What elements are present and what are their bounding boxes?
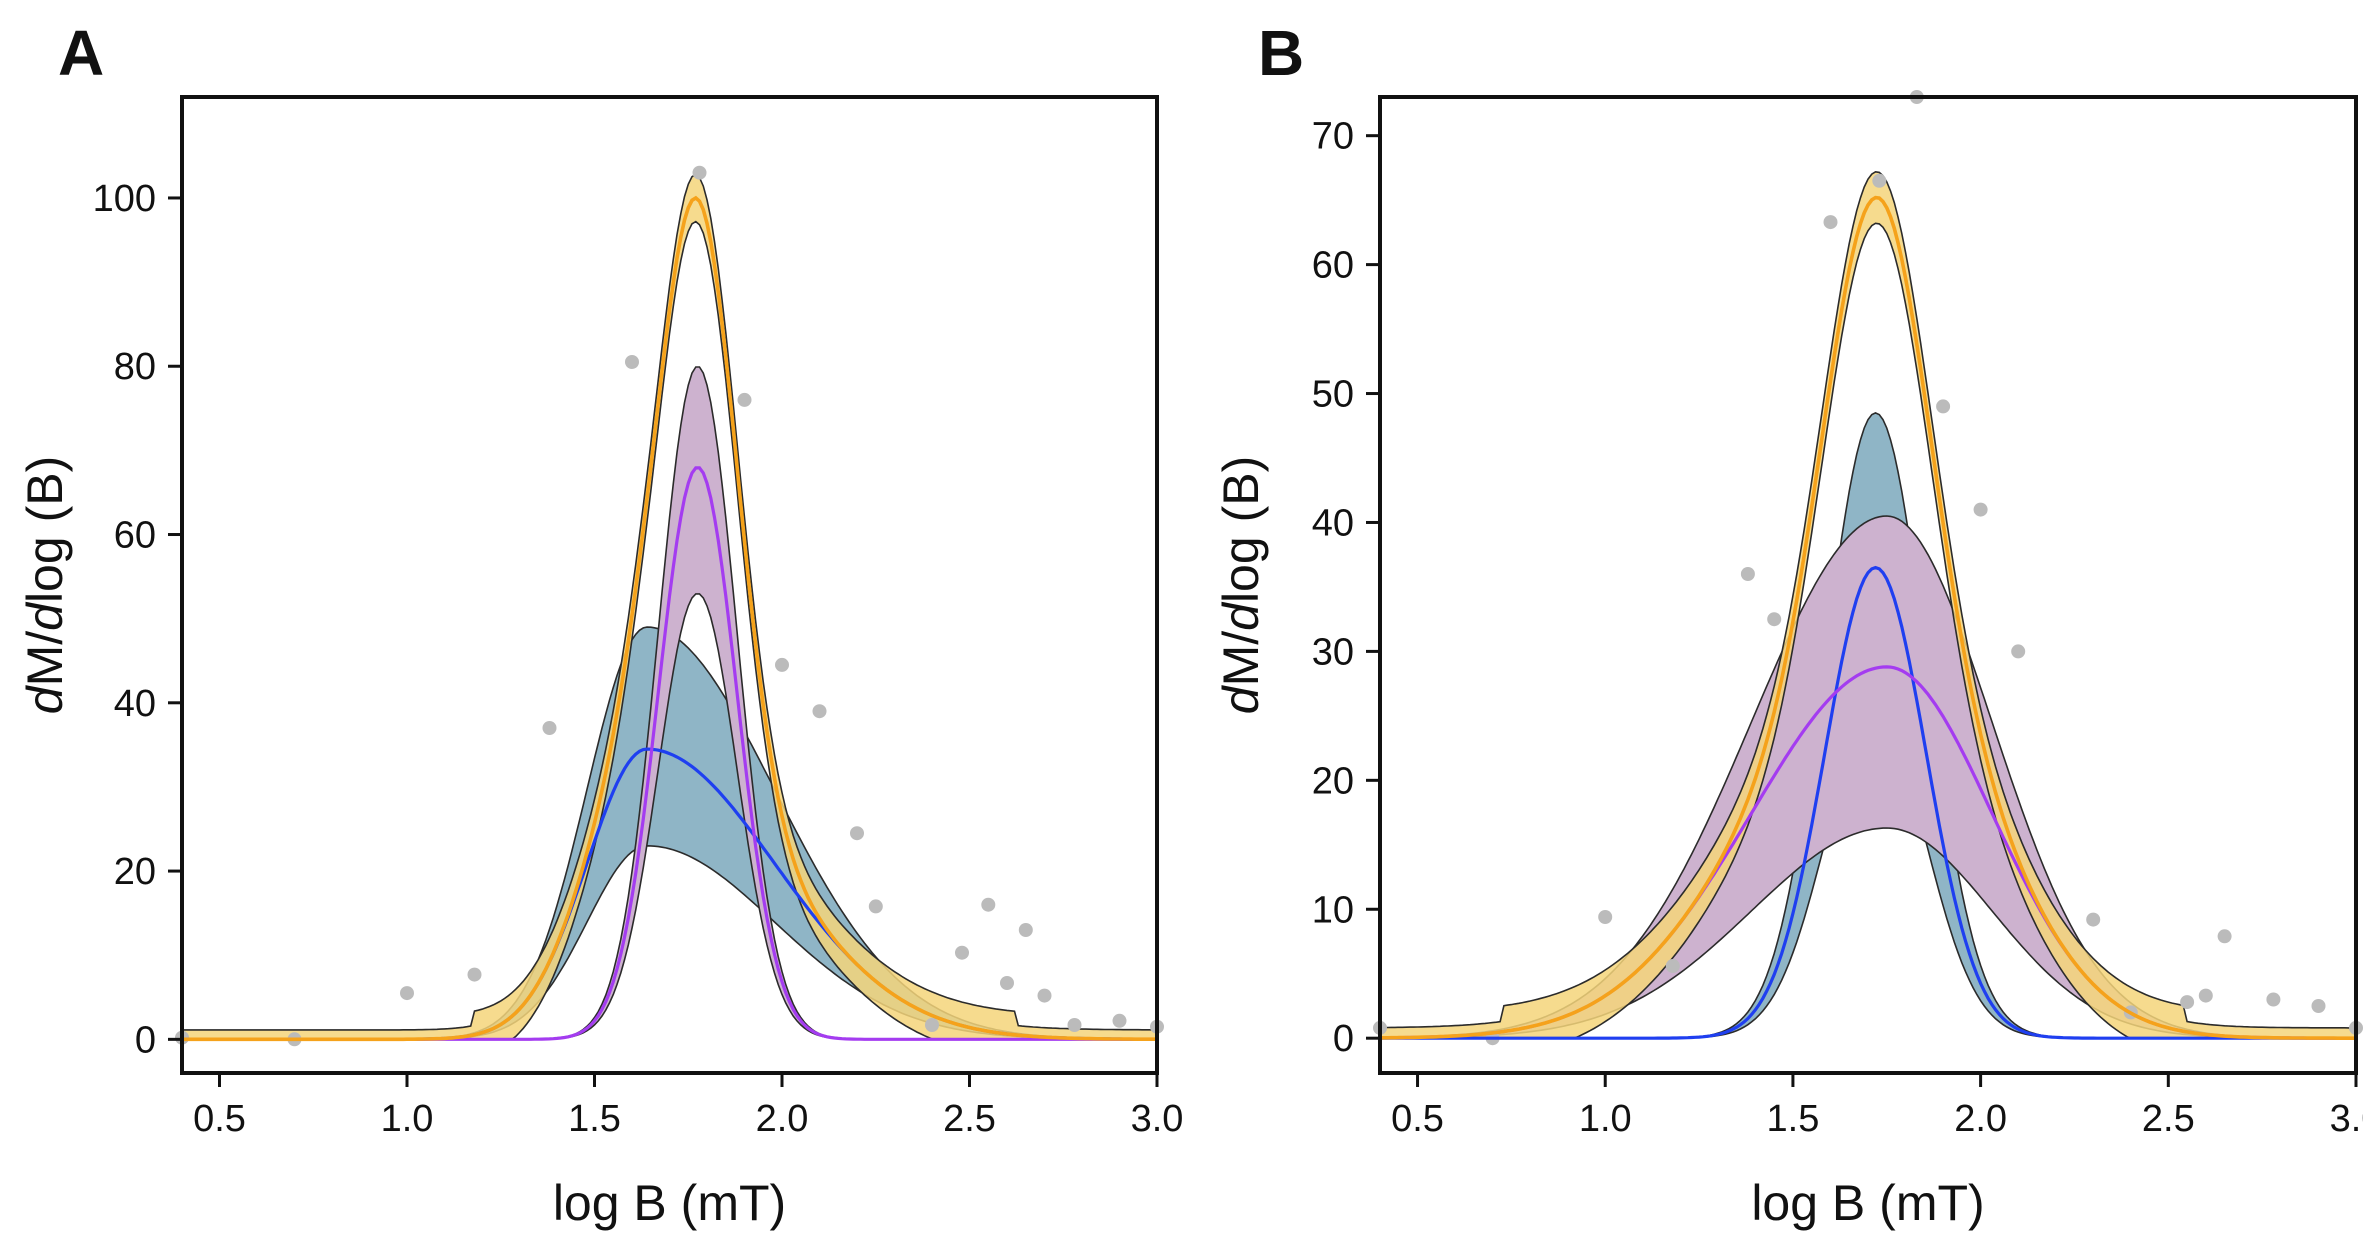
x-tick-label-a-0: 0.5 bbox=[193, 1098, 246, 1140]
data-point-b-7 bbox=[1872, 173, 1887, 188]
data-point-a-2 bbox=[400, 986, 414, 1001]
data-point-b-15 bbox=[2198, 988, 2213, 1003]
data-point-b-6 bbox=[1823, 215, 1838, 230]
data-point-a-7 bbox=[737, 392, 752, 407]
x-tick-label-a-1: 1.0 bbox=[381, 1098, 434, 1140]
y-tick-label-b-5: 50 bbox=[1312, 374, 1354, 416]
axis-ticks-a: 0.5 1.0 1.5 2.0 2.5 3.0 0 20 40 60 80 100 bbox=[93, 178, 1184, 1140]
x-tick-label-b-5: 3.0 bbox=[2330, 1098, 2363, 1140]
data-point-a-15 bbox=[1000, 976, 1014, 990]
data-point-b-9 bbox=[1936, 399, 1951, 414]
y-tick-label-a-1: 20 bbox=[114, 851, 156, 893]
panel-a: A 0.5 1.0 1.5 2.0 2.5 3.0 0 20 40 60 80 100 log B (… bbox=[17, 17, 1183, 1231]
y-tick-label-b-4: 40 bbox=[1312, 502, 1354, 544]
data-point-a-3 bbox=[467, 967, 482, 982]
y-tick-label-a-4: 80 bbox=[114, 346, 156, 388]
data-point-b-17 bbox=[2266, 992, 2281, 1007]
y-axis-title-b-part1: M/ bbox=[1213, 631, 1269, 687]
y-axis-title-b-italic-d2: d bbox=[1213, 601, 1269, 631]
data-point-a-14 bbox=[981, 897, 996, 912]
x-tick-label-b-2: 1.5 bbox=[1767, 1098, 1820, 1140]
x-axis-title-a: log B (mT) bbox=[553, 1175, 786, 1231]
y-tick-label-b-0: 0 bbox=[1333, 1018, 1354, 1060]
plot-frame-a bbox=[180, 95, 1159, 1075]
data-point-a-8 bbox=[775, 657, 789, 672]
x-tick-label-a-5: 3.0 bbox=[1131, 1098, 1184, 1140]
plot-area-a bbox=[175, 165, 1164, 1047]
y-axis-title-b: dM/dlog (B) bbox=[1213, 456, 1269, 714]
data-point-a-18 bbox=[1067, 1018, 1082, 1032]
data-point-b-11 bbox=[2011, 644, 2026, 659]
y-axis-title-a-italic-d2: d bbox=[17, 601, 73, 631]
line-total-b bbox=[1379, 195, 2356, 1040]
x-tick-label-a-3: 2.0 bbox=[756, 1098, 809, 1140]
data-point-a-19 bbox=[1112, 1013, 1127, 1028]
x-tick-label-a-2: 1.5 bbox=[568, 1098, 621, 1140]
band-comp2-b bbox=[1379, 515, 2356, 1039]
data-point-a-13 bbox=[955, 945, 969, 960]
line-comp1-b bbox=[1380, 565, 2356, 1040]
data-point-b-5 bbox=[1767, 612, 1782, 627]
y-axis-title-b-part2: log (B) bbox=[1213, 456, 1269, 603]
y-tick-label-b-3: 30 bbox=[1312, 631, 1354, 673]
panel-b: B 0.5 1.0 1.5 2.0 2.5 3.0 0 10 20 30 40 50 60 70 log … bbox=[1213, 17, 2363, 1231]
data-point-b-4 bbox=[1740, 567, 1755, 581]
y-tick-label-b-6: 60 bbox=[1312, 245, 1354, 287]
plot-area-b bbox=[1373, 90, 2363, 1046]
data-point-a-17 bbox=[1037, 988, 1052, 1003]
y-axis-title-b-italic-d: d bbox=[1213, 684, 1269, 714]
x-tick-label-b-1: 1.0 bbox=[1579, 1098, 1632, 1140]
data-point-a-12 bbox=[925, 1018, 939, 1032]
y-axis-title-a: dM/dlog (B) bbox=[17, 456, 73, 714]
x-tick-label-b-3: 2.0 bbox=[1954, 1098, 2007, 1140]
panel-letter-b: B bbox=[1258, 17, 1304, 89]
data-point-a-5 bbox=[625, 355, 639, 369]
y-tick-label-b-1: 10 bbox=[1312, 889, 1354, 931]
data-point-a-4 bbox=[542, 721, 557, 735]
y-tick-label-b-2: 20 bbox=[1312, 760, 1354, 802]
x-tick-label-b-4: 2.5 bbox=[2142, 1098, 2195, 1140]
y-axis-title-a-part1: M/ bbox=[17, 631, 73, 687]
data-point-a-11 bbox=[868, 899, 883, 914]
data-point-b-10 bbox=[1973, 502, 1988, 517]
data-point-b-18 bbox=[2311, 999, 2326, 1013]
y-tick-label-a-5: 100 bbox=[93, 178, 156, 220]
plot-frame-b bbox=[1378, 95, 2358, 1075]
data-point-b-3 bbox=[1665, 959, 1680, 973]
line-total-a bbox=[182, 195, 1157, 1042]
x-tick-label-b-0: 0.5 bbox=[1391, 1098, 1444, 1140]
data-point-a-9 bbox=[812, 704, 827, 719]
data-point-b-2 bbox=[1598, 910, 1613, 924]
panel-letter-a: A bbox=[58, 17, 104, 89]
y-tick-label-a-3: 60 bbox=[114, 515, 156, 557]
data-point-a-10 bbox=[850, 826, 864, 841]
y-tick-label-b-7: 70 bbox=[1312, 116, 1354, 158]
y-axis-title-a-italic-d: d bbox=[17, 684, 73, 714]
y-tick-label-a-2: 40 bbox=[114, 683, 156, 725]
x-axis-title-b: log B (mT) bbox=[1751, 1175, 1984, 1231]
data-point-b-16 bbox=[2217, 929, 2232, 944]
data-point-a-16 bbox=[1018, 923, 1033, 937]
axis-ticks-b: 0.5 1.0 1.5 2.0 2.5 3.0 0 10 20 30 40 50 60 70 bbox=[1312, 116, 2363, 1140]
y-tick-label-a-0: 0 bbox=[135, 1019, 156, 1061]
x-tick-label-a-4: 2.5 bbox=[943, 1098, 996, 1140]
y-axis-title-a-part2: log (B) bbox=[17, 456, 73, 603]
data-point-a-6 bbox=[692, 165, 707, 180]
data-point-b-14 bbox=[2180, 995, 2195, 1010]
data-point-b-12 bbox=[2086, 912, 2101, 927]
